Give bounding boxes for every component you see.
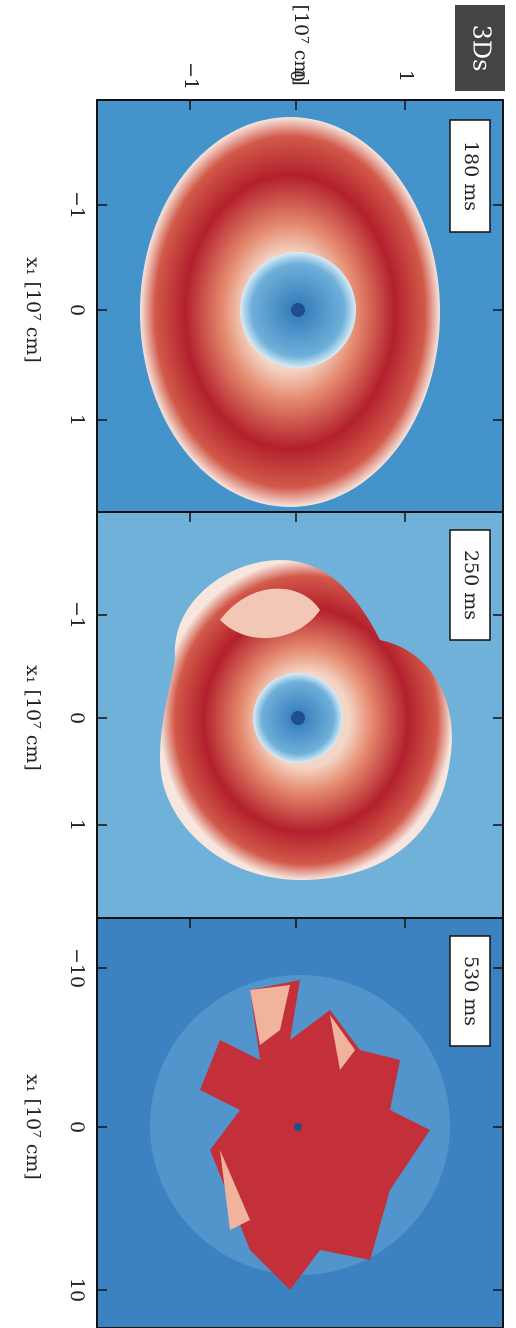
panels: [97, 100, 503, 1328]
time-label: 530 ms: [460, 956, 482, 1026]
x2-tick-label: 1: [395, 70, 417, 82]
x1-tick-label: 1: [66, 414, 88, 426]
x2-tick-label: 0: [286, 70, 308, 82]
figure: x₂ [10⁷ cm] 3Ds −101−101x₁ [10⁷ cm]180 m…: [0, 0, 516, 1328]
x1-tick-label: 0: [66, 304, 88, 316]
x1-tick-label: 0: [66, 712, 88, 724]
x1-tick-label: 0: [66, 1121, 88, 1133]
badge: 3Ds: [468, 25, 496, 72]
x1-tick-label: 1: [66, 819, 88, 831]
time-label: 180 ms: [460, 141, 482, 211]
time-label: 250 ms: [460, 550, 482, 620]
x1-axis-label: x₁ [10⁷ cm]: [22, 1074, 44, 1180]
center: [291, 711, 305, 725]
x1-tick-label: 10: [66, 1278, 88, 1302]
x1-tick-label: −10: [66, 948, 88, 988]
center: [294, 1123, 302, 1131]
x1-axis-label: x₁ [10⁷ cm]: [22, 665, 44, 771]
x1-tick-label: −1: [66, 601, 88, 629]
x2-tick-label: −1: [180, 62, 202, 90]
center: [291, 303, 305, 317]
x1-tick-label: −1: [66, 191, 88, 219]
x1-axis-label: x₁ [10⁷ cm]: [22, 257, 44, 363]
